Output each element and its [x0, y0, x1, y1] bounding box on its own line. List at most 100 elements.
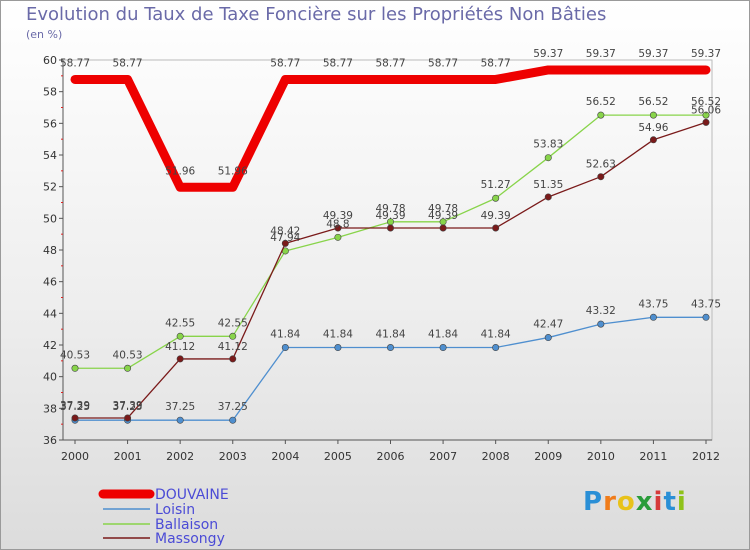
data-label-loisin: 42.47	[533, 319, 563, 331]
data-point-massongy	[281, 239, 289, 247]
data-label-loisin: 41.84	[375, 329, 405, 341]
data-label-loisin: 41.84	[428, 329, 458, 341]
data-label-massongy: 48.42	[270, 225, 300, 237]
x-tick-label: 2004	[271, 450, 299, 463]
x-tick-label: 2007	[429, 450, 457, 463]
data-point-ballaison	[702, 111, 710, 119]
data-point-loisin	[281, 344, 289, 352]
data-label-douvaine: 51.96	[218, 165, 248, 177]
data-label-douvaine: 58.77	[113, 57, 143, 69]
data-label-ballaison: 47.94	[270, 232, 300, 244]
data-label-massongy: 41.12	[165, 341, 195, 353]
data-point-massongy	[176, 355, 184, 363]
y-tick-label: 40	[43, 371, 57, 384]
data-point-ballaison	[544, 154, 552, 162]
data-label-ballaison: 56.52	[691, 96, 721, 108]
x-tick-label: 2005	[324, 450, 352, 463]
y-tick-label: 48	[43, 244, 57, 257]
data-label-massongy: 49.39	[428, 210, 458, 222]
y-tick-label: 58	[43, 86, 57, 99]
data-label-douvaine: 58.77	[481, 57, 511, 69]
data-point-loisin	[702, 313, 710, 321]
logo-letter: r	[603, 487, 617, 517]
legend-label-loisin: Loisin	[155, 502, 195, 518]
data-label-douvaine: 59.37	[586, 48, 616, 60]
data-point-massongy	[597, 173, 605, 181]
data-label-loisin: 43.75	[691, 298, 721, 310]
data-point-ballaison	[229, 332, 237, 340]
data-label-ballaison: 40.53	[60, 349, 90, 361]
data-point-massongy	[71, 414, 79, 422]
data-point-massongy	[124, 414, 132, 422]
y-tick-label: 36	[43, 434, 57, 447]
data-point-loisin	[492, 344, 500, 352]
data-label-massongy: 49.39	[375, 210, 405, 222]
data-label-loisin: 41.84	[270, 329, 300, 341]
y-tick-label: 46	[43, 276, 57, 289]
data-label-ballaison: 42.55	[165, 317, 195, 329]
x-tick-label: 2006	[377, 450, 405, 463]
data-label-douvaine: 58.77	[270, 57, 300, 69]
data-point-loisin	[597, 320, 605, 328]
data-label-massongy: 49.39	[323, 210, 353, 222]
data-label-massongy: 56.06	[691, 104, 721, 116]
data-label-douvaine: 59.37	[638, 48, 668, 60]
logo-letter: i	[676, 487, 687, 517]
data-point-massongy	[544, 193, 552, 201]
y-tick-label: 52	[43, 181, 57, 194]
data-label-douvaine: 59.37	[533, 48, 563, 60]
data-point-loisin	[229, 416, 237, 424]
data-point-loisin	[176, 416, 184, 424]
data-label-ballaison: 53.83	[533, 139, 563, 151]
y-tick-label: 60	[43, 54, 57, 67]
data-label-massongy: 41.12	[218, 341, 248, 353]
data-label-massongy: 49.39	[481, 210, 511, 222]
data-label-douvaine: 58.77	[428, 57, 458, 69]
legend-label-ballaison: Ballaison	[155, 517, 218, 533]
data-label-ballaison: 40.53	[113, 349, 143, 361]
data-label-loisin: 37.25	[60, 401, 90, 413]
data-point-loisin	[439, 344, 447, 352]
data-label-loisin: 37.25	[218, 401, 248, 413]
data-point-ballaison	[334, 233, 342, 241]
y-tick-label: 38	[43, 402, 57, 415]
data-point-massongy	[229, 355, 237, 363]
data-label-loisin: 43.75	[638, 298, 668, 310]
data-point-ballaison	[124, 364, 132, 372]
y-tick-label: 44	[43, 307, 57, 320]
data-point-massongy	[492, 224, 500, 232]
x-tick-label: 2003	[219, 450, 247, 463]
y-tick-label: 42	[43, 339, 57, 352]
logo-letter: i	[653, 487, 664, 517]
data-point-ballaison	[492, 194, 500, 202]
data-label-douvaine: 58.77	[375, 57, 405, 69]
data-label-massongy: 37.39	[113, 400, 143, 412]
data-label-douvaine: 51.96	[165, 165, 195, 177]
proxiti-logo: Proxiti	[583, 487, 687, 517]
y-tick-label: 56	[43, 117, 57, 130]
data-label-douvaine: 58.77	[323, 57, 353, 69]
x-tick-label: 2001	[114, 450, 142, 463]
x-tick-label: 2008	[482, 450, 510, 463]
x-tick-label: 2000	[61, 450, 89, 463]
data-label-massongy: 37.39	[60, 400, 90, 412]
data-label-loisin: 41.84	[323, 329, 353, 341]
data-point-loisin	[544, 334, 552, 342]
y-axis-unit-label: (en %)	[26, 28, 63, 41]
data-label-ballaison: 49.78	[428, 203, 458, 215]
plot-area	[62, 59, 713, 441]
data-label-massongy: 54.96	[638, 122, 668, 134]
logo-letter: t	[663, 487, 677, 517]
legend-label-massongy: Massongy	[155, 531, 225, 547]
series-line-douvaine	[70, 65, 711, 192]
x-tick-label: 2011	[639, 450, 667, 463]
data-label-ballaison: 48.8	[326, 218, 349, 230]
y-tick-label: 54	[43, 149, 57, 162]
logo-letter: o	[616, 487, 636, 517]
data-label-massongy: 52.63	[586, 159, 616, 171]
data-label-ballaison: 49.78	[375, 203, 405, 215]
x-tick-label: 2009	[534, 450, 562, 463]
data-point-ballaison	[597, 111, 605, 119]
data-label-douvaine: 58.77	[60, 57, 90, 69]
